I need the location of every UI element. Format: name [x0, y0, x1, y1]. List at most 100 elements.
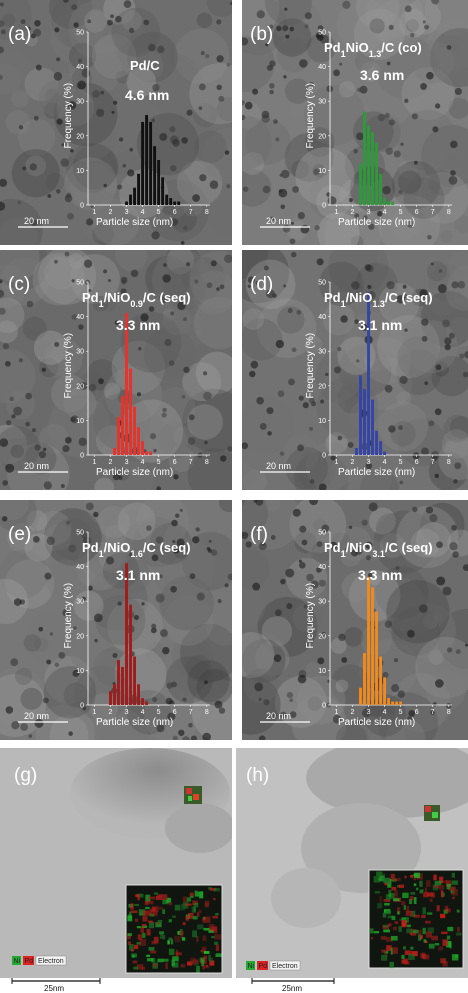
y-tick-label: 0	[80, 453, 84, 460]
scale-bar-text: 20 nm	[266, 461, 291, 471]
histogram-bar	[367, 576, 370, 705]
y-tick-label: 30	[76, 349, 84, 356]
histogram-bar	[395, 701, 399, 705]
tem-image: 0 10 20 30 40 50 1 2 3 4 5 6 7 8 Particle size (nm) Fre…	[0, 500, 232, 740]
ni-signal	[188, 796, 192, 801]
panel-label: (a)	[8, 24, 31, 45]
histogram-bar	[141, 698, 145, 705]
tem-panel-c: 0 10 20 30 40 50 1 2 3 4 5 6 7 8 Particle size (nm) Fre…	[0, 250, 232, 490]
y-tick-label: 20	[76, 633, 84, 640]
histogram: 0 10 20 30 40 50 1 2 3 4 5 6 7 8 Particle size (nm) Fre…	[63, 280, 210, 478]
mean-size-label: 3.1 nm	[358, 317, 402, 333]
x-tick-label: 1	[92, 209, 96, 216]
histogram-bar	[133, 656, 136, 705]
histogram-bar	[141, 441, 145, 455]
y-tick-label: 50	[318, 280, 326, 287]
y-tick-label: 10	[76, 168, 84, 175]
tem-panel-b: 0 10 20 30 40 50 1 2 3 4 5 6 7 8 Particle size (nm) Fre…	[242, 0, 468, 245]
y-tick-label: 20	[76, 383, 84, 390]
histogram-bar	[391, 701, 395, 705]
x-tick-label: 6	[173, 709, 177, 716]
histogram: 0 10 20 30 40 50 1 2 3 4 5 6 7 8 Particle size (nm) Fre…	[305, 530, 452, 728]
x-tick-label: 7	[189, 709, 193, 716]
pd-signal	[193, 794, 199, 800]
x-tick-label: 5	[157, 709, 161, 716]
y-tick-label: 10	[318, 418, 326, 425]
pd-legend-text: Pd	[259, 963, 268, 970]
y-tick-label: 20	[318, 133, 326, 140]
histogram-bar	[177, 201, 181, 205]
x-axis-label: Particle size (nm)	[96, 467, 173, 478]
x-axis-label: Particle size (nm)	[338, 467, 415, 478]
x-tick-label: 1	[334, 709, 338, 716]
ni-legend-swatch	[12, 956, 21, 965]
histogram-bar	[121, 396, 124, 455]
histogram: 0 10 20 30 40 50 1 2 3 4 5 6 7 8 Particle size (nm) Fre…	[305, 280, 452, 478]
y-tick-label: 30	[318, 349, 326, 356]
scale-bar-text: 20 nm	[266, 216, 291, 226]
panel-label: (b)	[250, 24, 273, 45]
scale-bar-text: 25nm	[282, 984, 302, 993]
mean-size-label: 3.1 nm	[116, 567, 160, 583]
x-tick-label: 2	[109, 209, 113, 216]
histogram-bar	[375, 142, 378, 205]
x-tick-label: 2	[109, 709, 113, 716]
y-tick-label: 40	[318, 564, 326, 571]
histogram: 0 10 20 30 40 50 1 2 3 4 5 6 7 8 Particle size (nm) Fre…	[63, 30, 210, 228]
ni-legend-text: Ni	[248, 963, 255, 970]
histogram-bar	[125, 313, 128, 455]
histogram-bar	[141, 121, 145, 205]
y-tick-label: 40	[76, 64, 84, 71]
histogram-bar	[371, 132, 374, 205]
x-tick-label: 3	[125, 209, 129, 216]
pd-legend-swatch	[257, 961, 268, 970]
panel-title: Pd1NiO1.3/C (co)	[324, 40, 422, 59]
histogram-bar	[355, 448, 358, 455]
histogram-bar	[363, 111, 366, 205]
panel-title: Pd1/NiO1.6/C (seq)	[82, 540, 191, 559]
y-tick-label: 50	[76, 30, 84, 37]
histogram-bar	[121, 666, 124, 705]
panel-label: (g)	[14, 765, 37, 786]
y-tick-label: 40	[318, 314, 326, 321]
y-tick-label: 50	[76, 530, 84, 537]
panel-label: (h)	[246, 765, 269, 786]
y-tick-label: 0	[80, 203, 84, 210]
x-tick-label: 7	[431, 209, 435, 216]
x-axis-label: Particle size (nm)	[96, 217, 173, 228]
x-tick-label: 1	[334, 209, 338, 216]
histogram-bar	[145, 115, 149, 205]
histogram-bar	[359, 687, 362, 705]
histogram-bar	[399, 701, 403, 705]
scale-bar-text: 20 nm	[24, 461, 49, 471]
x-tick-label: 8	[447, 459, 451, 466]
ni-signal	[432, 812, 438, 818]
histogram-bar	[363, 389, 366, 455]
mean-size-label: 4.6 nm	[125, 87, 169, 103]
histogram-bar	[133, 406, 136, 455]
x-tick-label: 4	[141, 709, 145, 716]
x-tick-label: 5	[157, 459, 161, 466]
scale-bar-g: 25nm	[0, 978, 232, 993]
histogram-bar	[391, 201, 395, 205]
tem-panel-d: 0 10 20 30 40 50 1 2 3 4 5 6 7 8 Particle size (nm) Fre…	[242, 250, 468, 490]
x-tick-label: 6	[415, 709, 419, 716]
tem-panel-f: 0 10 20 30 40 50 1 2 3 4 5 6 7 8 Particle size (nm) Fre…	[242, 500, 468, 740]
carbon-support-shape	[306, 748, 468, 818]
x-tick-label: 5	[399, 709, 403, 716]
mean-size-label: 3.6 nm	[360, 67, 404, 83]
y-tick-label: 50	[76, 280, 84, 287]
x-axis-label: Particle size (nm)	[338, 717, 415, 728]
y-tick-label: 20	[318, 633, 326, 640]
panel-label: (e)	[8, 524, 31, 545]
histogram-bar	[359, 375, 362, 455]
ni-legend-text: Ni	[14, 958, 21, 965]
histogram-bar	[153, 146, 157, 205]
histogram-bar	[359, 163, 362, 205]
y-axis-label: Frequency (%)	[305, 83, 316, 149]
y-tick-label: 30	[76, 599, 84, 606]
y-tick-label: 40	[318, 64, 326, 71]
x-tick-label: 8	[205, 209, 209, 216]
electron-legend-box	[269, 960, 301, 971]
y-tick-label: 20	[318, 383, 326, 390]
